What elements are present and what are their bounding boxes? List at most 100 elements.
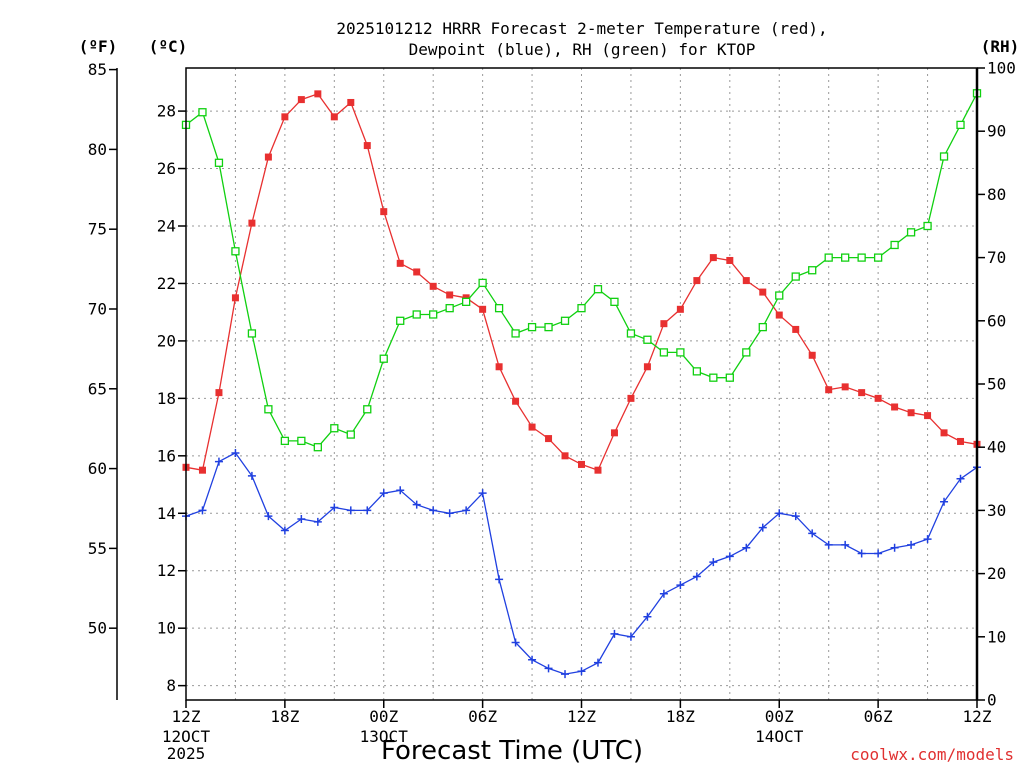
dewpoint-point: [462, 506, 471, 515]
rh-tick-label: 50: [987, 375, 1006, 394]
temperature-point: [610, 429, 618, 437]
rh-point: [280, 436, 290, 446]
temperature-point: [363, 142, 371, 150]
credit-text: coolwx.com/models: [850, 745, 1014, 764]
plot-frame: [185, 67, 978, 701]
rh-point: [593, 285, 603, 294]
celsius-tick-label: 16: [157, 446, 176, 465]
celsius-tick-label: 10: [157, 619, 176, 638]
rh-tick-label: 30: [987, 501, 1006, 520]
tick-labels: 8 10 12 14 16 18 20 22 24 26 28 50 55 60 65 70 75 80 85 0 10…: [88, 59, 1016, 764]
temperature-point: [759, 288, 767, 296]
rh-tick-label: 60: [987, 311, 1006, 330]
temperature-point: [627, 394, 635, 402]
rh-point: [808, 266, 817, 275]
dewpoint-point: [676, 581, 685, 590]
rh-point: [494, 304, 504, 313]
x-tick-label: 06Z: [468, 707, 497, 726]
temperature-point: [446, 291, 454, 299]
rh-point: [247, 329, 257, 338]
rh-point: [478, 278, 487, 288]
rh-point: [511, 329, 520, 338]
temperature-point: [808, 351, 816, 359]
dewpoint-point: [610, 629, 619, 638]
fahrenheit-unit-label: (ºF): [79, 37, 118, 56]
rh-point: [264, 405, 273, 414]
dewpoint-point: [297, 515, 306, 524]
temperature-point: [825, 386, 833, 394]
dewpoint-point: [280, 526, 289, 535]
rh-tick-label: 80: [987, 185, 1006, 204]
dewpoint-point: [659, 589, 668, 598]
temperature-point: [693, 277, 701, 285]
rh-point: [330, 424, 339, 433]
x-tick-label: 18Z: [666, 707, 695, 726]
temperature-point: [940, 429, 948, 437]
x-tick-date-label: 14OCT: [755, 727, 804, 746]
temperature-point: [281, 113, 289, 121]
dewpoint-point: [478, 489, 487, 498]
rh-point: [956, 120, 965, 130]
dewpoint-point: [956, 474, 965, 483]
celsius-tick-label: 22: [157, 274, 176, 293]
temperature-point: [396, 259, 404, 267]
dewpoint-point: [330, 503, 339, 512]
dewpoint-point: [495, 575, 504, 584]
dewpoint-point: [313, 517, 322, 526]
fahrenheit-tick-label: 75: [88, 220, 107, 239]
rh-tick-label: 10: [987, 627, 1006, 646]
dewpoint-point: [857, 549, 866, 558]
fahrenheit-tick-label: 70: [88, 299, 107, 318]
dewpoint-point: [445, 509, 454, 518]
temperature-point: [231, 294, 239, 302]
dewpoint-point: [907, 540, 916, 549]
rh-point: [725, 373, 734, 382]
rh-point: [890, 240, 899, 250]
temperature-point: [726, 256, 734, 264]
dewpoint-point: [561, 670, 570, 679]
rh-point: [758, 322, 767, 332]
dewpoint-point: [643, 612, 652, 621]
rh-point: [313, 443, 322, 452]
temperature-point: [528, 423, 536, 431]
temperature-point: [907, 409, 915, 417]
temperature-point: [561, 452, 569, 460]
rh-point: [346, 430, 355, 439]
temperature-point: [429, 282, 437, 290]
temperature-point: [578, 460, 585, 468]
temperature-point: [594, 466, 602, 474]
x-tick-label: 12Z: [963, 707, 992, 726]
temperature-point: [660, 320, 668, 328]
temperature-point: [495, 363, 503, 371]
x-tick-label: 12Z: [567, 707, 596, 726]
dewpoint-point: [198, 506, 207, 515]
temperature-point: [841, 383, 849, 391]
dewpoint-series: [182, 448, 981, 679]
rh-point: [412, 310, 421, 319]
celsius-tick-label: 26: [157, 159, 176, 178]
x-tick-label: 00Z: [765, 707, 794, 726]
rh-unit-label: (RH): [981, 37, 1020, 56]
dewpoint-point: [692, 572, 701, 581]
rh-tick-label: 20: [987, 564, 1006, 583]
rh-point: [379, 354, 388, 363]
rh-point: [824, 253, 833, 262]
temperature-point: [874, 394, 882, 402]
dewpoint-point: [231, 448, 240, 457]
temperature-point: [413, 268, 421, 276]
fahrenheit-tick-label: 50: [88, 619, 107, 638]
dewpoint-point: [841, 540, 850, 549]
fahrenheit-tick-label: 55: [88, 539, 107, 558]
dewpoint-point: [874, 549, 883, 558]
rh-point: [527, 322, 537, 332]
dewpoint-point: [775, 509, 784, 518]
gridlines: [186, 68, 977, 700]
chart-title-line-1: 2025101212 HRRR Forecast 2-meter Tempera…: [336, 19, 827, 38]
fahrenheit-tick-label: 85: [88, 60, 107, 79]
temperature-point: [248, 219, 256, 227]
rh-point: [791, 272, 800, 281]
temperature-point: [330, 113, 338, 121]
dewpoint-point: [890, 543, 899, 552]
temperature-line: [185, 93, 978, 472]
temperature-point: [264, 153, 272, 161]
